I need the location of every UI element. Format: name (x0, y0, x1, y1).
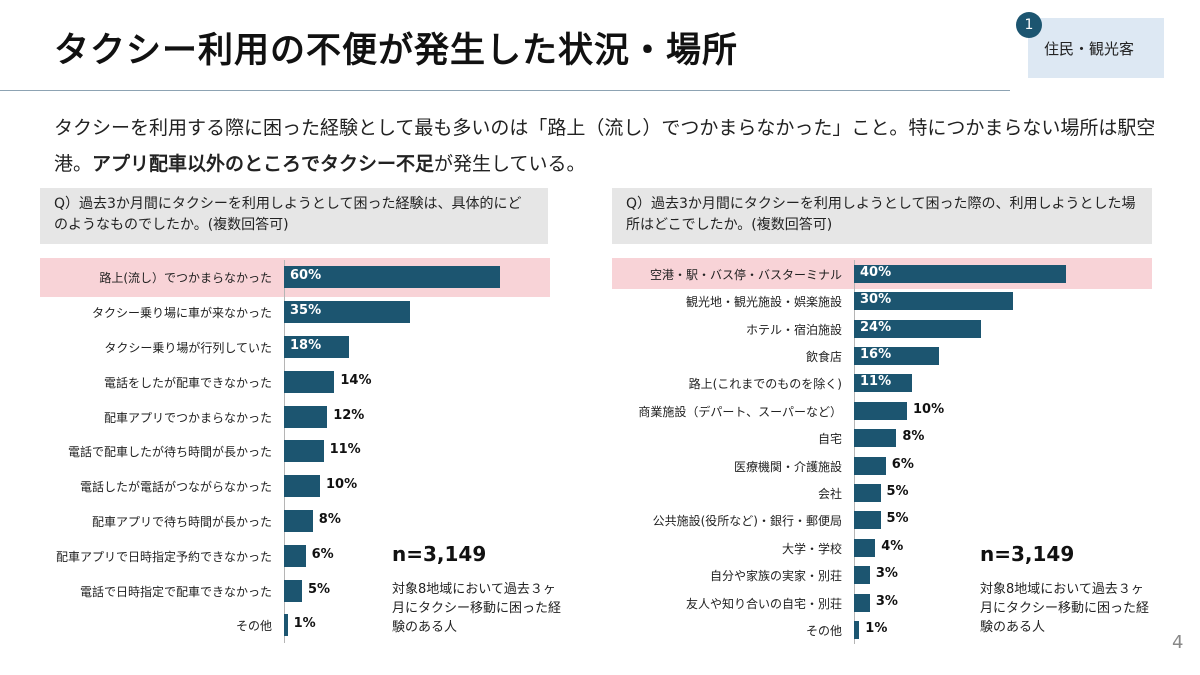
left-sample-note: 対象8地域において過去３ヶ月にタクシー移動に困った経験のある人 (392, 582, 562, 635)
bar (854, 620, 860, 639)
category-label: 医療機関・介護施設 (733, 459, 842, 474)
category-label: タクシー乗り場が行列していた (104, 341, 272, 355)
data-label: 6% (891, 456, 914, 472)
category-label: 路上(流し）でつかまらなかった (99, 271, 272, 286)
data-label: 11% (329, 442, 361, 458)
data-label: 40% (860, 264, 892, 280)
data-label: 11% (860, 374, 892, 390)
data-label: 5% (308, 581, 331, 597)
bar (284, 336, 349, 358)
lead-text-1: タクシーを利用する際に困った経験として最も多いのは「路上（流し）でつかまらなかっ… (54, 117, 1156, 175)
data-label: 18% (290, 338, 322, 353)
bar (284, 510, 313, 532)
category-label: 電話で配車したが待ち時間が長かった (67, 445, 272, 460)
category-label: 配車アプリでつかまらなかった (103, 410, 272, 425)
lead-paragraph: タクシーを利用する際に困った経験として最も多いのは「路上（流し）でつかまらなかっ… (54, 110, 1164, 182)
data-label: 1% (293, 616, 316, 632)
data-label: 1% (865, 620, 888, 636)
bar (284, 475, 320, 498)
category-label: タクシー乗り場に車が来なかった (91, 306, 272, 321)
data-label: 10% (913, 401, 945, 417)
bar (284, 301, 410, 324)
left-question-box: Q）過去3か月間にタクシーを利用しようとして困った経験は、具体的にどのようなもの… (40, 188, 548, 244)
bar (854, 511, 881, 530)
category-label: 電話で日時指定で配車できなかった (79, 584, 272, 599)
bar (854, 538, 876, 557)
bar (284, 370, 335, 393)
bar (284, 579, 302, 602)
right-bar-chart: 空港・駅・バス停・バスターミナル 40% 観光地・観光施設・娯楽施設 30% ホテル・宿… (600, 258, 1200, 650)
bar (284, 405, 328, 428)
category-label: 会社 (817, 486, 842, 501)
bar (284, 266, 500, 289)
data-label: 60% (290, 268, 322, 284)
bar (854, 456, 886, 475)
category-label: 路上(これまでのものを除く) (688, 377, 842, 392)
data-label: 4% (881, 538, 904, 554)
category-label: 公共施設(役所など)・銀行・郵便局 (652, 514, 842, 529)
data-label: 35% (290, 303, 322, 319)
data-label: 5% (886, 483, 909, 499)
page-number: 4 (1172, 632, 1184, 653)
category-label: その他 (805, 623, 842, 638)
category-label: 大学・学校 (781, 541, 842, 556)
category-label: その他 (235, 619, 272, 634)
category-label: 電話をしたが配車できなかった (103, 375, 272, 390)
category-label: 飲食店 (805, 349, 842, 364)
category-label: 自分や家族の実家・別荘 (709, 569, 842, 584)
data-label: 3% (875, 593, 898, 609)
category-label: 自宅 (817, 432, 842, 447)
bar (854, 374, 913, 393)
category-label: 商業施設（デパート、スーパーなど） (638, 404, 842, 419)
bar (854, 401, 907, 420)
right-question-box: Q）過去3か月間にタクシーを利用しようとして困った際の、利用しようとした場所はど… (612, 188, 1152, 244)
lead-text-2: が発生している。 (434, 153, 586, 175)
bar (284, 544, 306, 567)
data-label: 30% (860, 292, 892, 308)
category-label: 配車アプリで日時指定予約できなかった (55, 549, 272, 564)
title-divider (0, 90, 1010, 91)
audience-badge: 1 住民・観光客 (1016, 12, 1164, 78)
data-label: 12% (333, 407, 365, 423)
category-label: ホテル・宿泊施設 (745, 322, 842, 337)
data-label: 5% (886, 511, 909, 527)
category-label: 空港・駅・バス停・バスターミナル (649, 267, 842, 282)
data-label: 14% (340, 372, 372, 388)
bar (854, 566, 870, 585)
data-label: 8% (902, 429, 925, 445)
bar (854, 429, 897, 448)
chart-axis (854, 260, 855, 644)
right-sample-size: n=3,149 (980, 542, 1075, 566)
page-title: タクシー利用の不便が発生した状況・場所 (54, 31, 739, 71)
bar (854, 319, 982, 338)
bar (854, 346, 939, 365)
right-sample-note: 対象8地域において過去３ヶ月にタクシー移動に困った経験のある人 (980, 582, 1150, 635)
category-label: 観光地・観光施設・娯楽施設 (685, 295, 842, 310)
badge-number: 1 (1016, 12, 1042, 38)
bar (854, 483, 881, 502)
lead-text-bold: アプリ配車以外のところでタクシー不足 (92, 153, 435, 175)
data-label: 16% (860, 346, 892, 362)
data-label: 6% (311, 546, 334, 562)
bar (284, 614, 288, 637)
data-label: 8% (318, 512, 341, 527)
bar (854, 593, 870, 612)
bar (854, 292, 1013, 311)
left-sample-size: n=3,149 (392, 542, 487, 566)
category-label: 友人や知り合いの自宅・別荘 (685, 596, 842, 611)
bar (854, 264, 1066, 283)
data-label: 3% (875, 566, 898, 582)
data-label: 10% (326, 477, 358, 493)
badge-label: 住民・観光客 (1044, 40, 1135, 58)
category-label: 電話したが電話がつながらなかった (79, 480, 272, 495)
category-label: 配車アプリで待ち時間が長かった (91, 515, 272, 529)
bar (284, 440, 324, 463)
left-bar-chart: 路上(流し）でつかまらなかった 60% タクシー乗り場に車が来なかった 35% タクシー… (0, 258, 600, 650)
data-label: 24% (860, 319, 892, 335)
